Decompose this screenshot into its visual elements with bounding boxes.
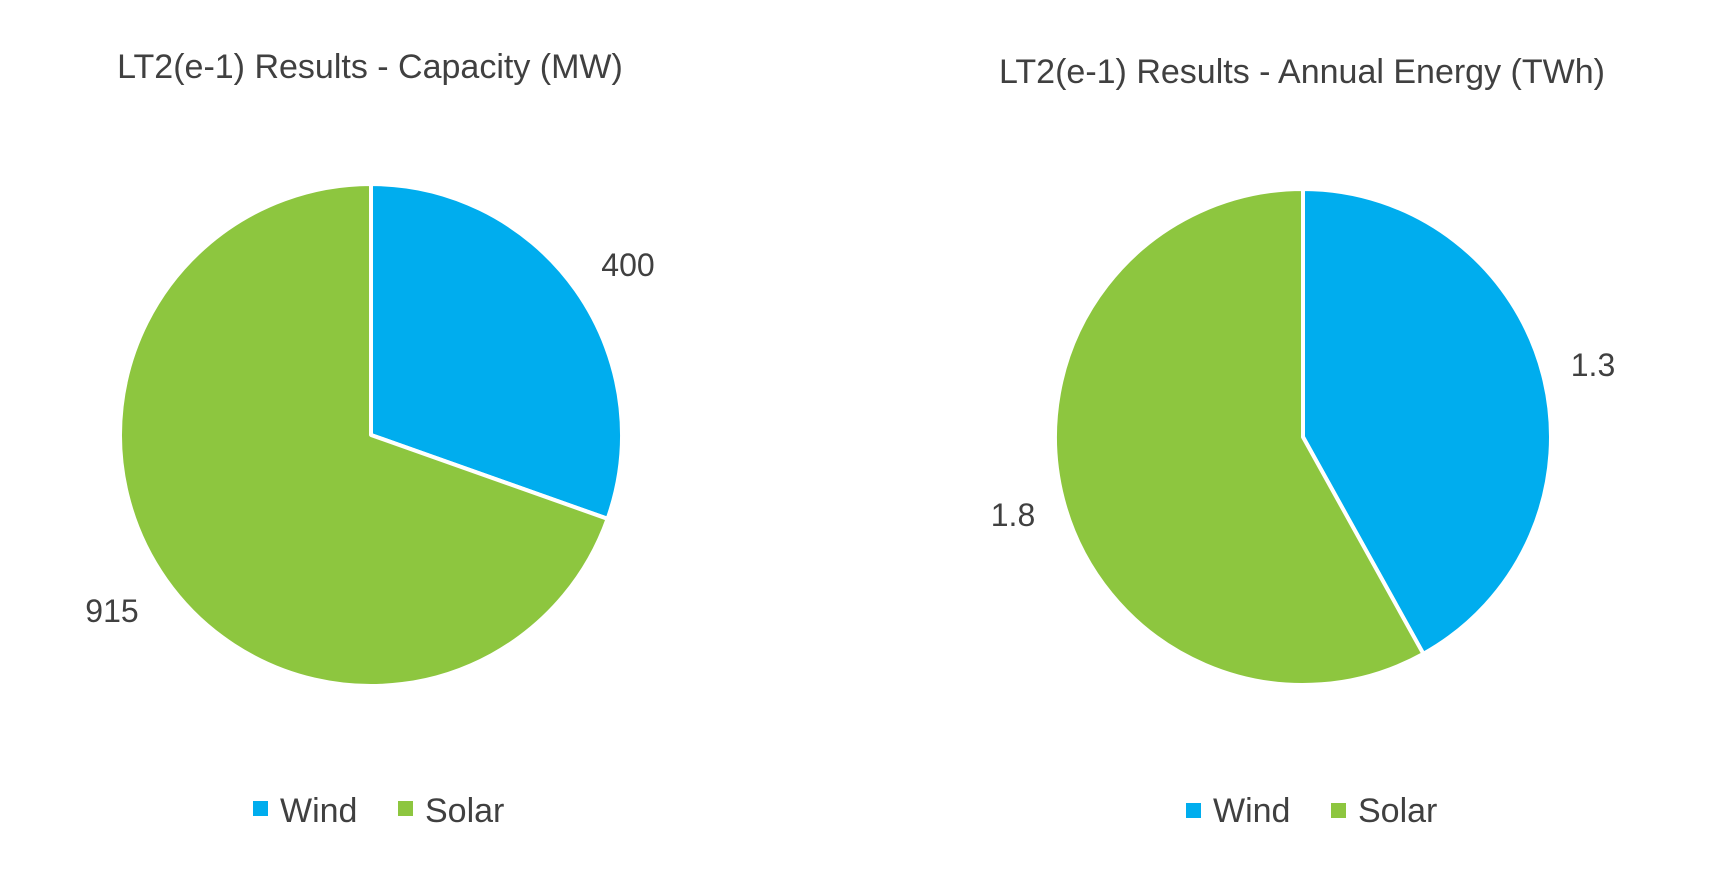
pie-slice-solar: [118, 182, 610, 688]
data-label-wind: 1.3: [1571, 347, 1615, 383]
legend-swatch-solar: [1331, 803, 1346, 818]
data-label-wind: 400: [601, 247, 654, 283]
data-label-solar: 915: [85, 593, 138, 629]
pie-slice-solar: [1053, 187, 1426, 687]
legend-label-wind: Wind: [1213, 792, 1290, 830]
energy-chart: LT2(e-1) Results - Annual Energy (TWh) 1…: [991, 53, 1615, 830]
legend-label-solar: Solar: [1358, 792, 1437, 830]
data-label-solar: 1.8: [991, 497, 1035, 533]
legend-label-wind: Wind: [280, 792, 357, 830]
chart-title: LT2(e-1) Results - Capacity (MW): [117, 48, 623, 86]
legend-swatch-wind: [253, 801, 268, 816]
legend: Wind Solar: [253, 792, 504, 830]
pie-slice-wind: [1301, 187, 1553, 656]
pie: [118, 182, 624, 688]
legend: Wind Solar: [1186, 792, 1437, 830]
pie-slice-wind: [369, 182, 624, 521]
chart-title: LT2(e-1) Results - Annual Energy (TWh): [999, 53, 1605, 91]
legend-swatch-wind: [1186, 803, 1201, 818]
capacity-chart: LT2(e-1) Results - Capacity (MW) 400 915…: [85, 48, 654, 830]
pie: [1053, 187, 1553, 687]
legend-swatch-solar: [398, 801, 413, 816]
legend-label-solar: Solar: [425, 792, 504, 830]
